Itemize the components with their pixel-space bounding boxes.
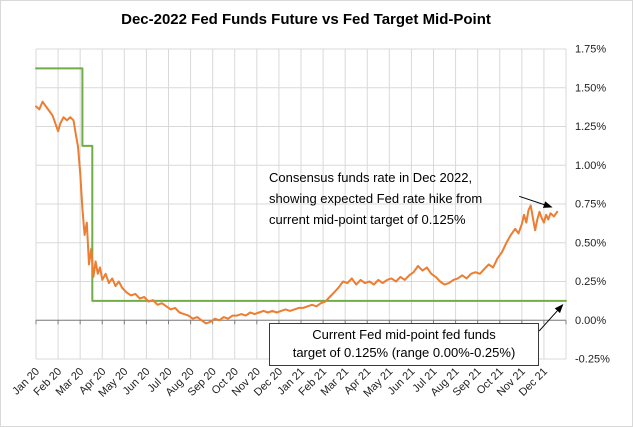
annotation-arrow-fed-target-note [538, 304, 564, 332]
annotation-text-line: Current Fed mid-point fed funds [312, 327, 496, 342]
annotation-consensus-note: Consensus funds rate in Dec 2022, showin… [269, 167, 531, 230]
annotation-text-line: showing expected Fed rate hike from [269, 191, 483, 206]
series-dec-2022-fed-funds-future [35, 100, 559, 325]
svg-text:0.75%: 0.75% [575, 199, 606, 211]
gridlines [35, 48, 567, 360]
svg-text:0.25%: 0.25% [575, 276, 606, 288]
svg-text:0.00%: 0.00% [575, 315, 606, 327]
series-fed-target-mid-point [35, 67, 567, 302]
annotation-text-line: current mid-point target of 0.125% [269, 212, 466, 227]
svg-text:1.75%: 1.75% [575, 44, 606, 56]
annotation-fed-target-note: Current Fed mid-point fed funds target o… [269, 323, 539, 366]
annotation-text-line: target of 0.125% (range 0.00%-0.25%) [292, 345, 516, 360]
y-axis-labels: -0.25% 0.00% 0.25% 0.50% 0.75% 1.00% 1.25% 1.50… [575, 44, 610, 366]
svg-text:0.50%: 0.50% [575, 237, 606, 249]
svg-text:1.50%: 1.50% [575, 82, 606, 94]
svg-text:1.00%: 1.00% [575, 160, 606, 172]
svg-text:1.25%: 1.25% [575, 121, 606, 133]
annotation-arrow-consensus-note [519, 195, 553, 208]
chart-title: Dec-2022 Fed Funds Future vs Fed Target … [121, 11, 491, 28]
annotation-text-line: Consensus funds rate in Dec 2022, [269, 170, 473, 185]
svg-text:-0.25%: -0.25% [575, 354, 610, 366]
